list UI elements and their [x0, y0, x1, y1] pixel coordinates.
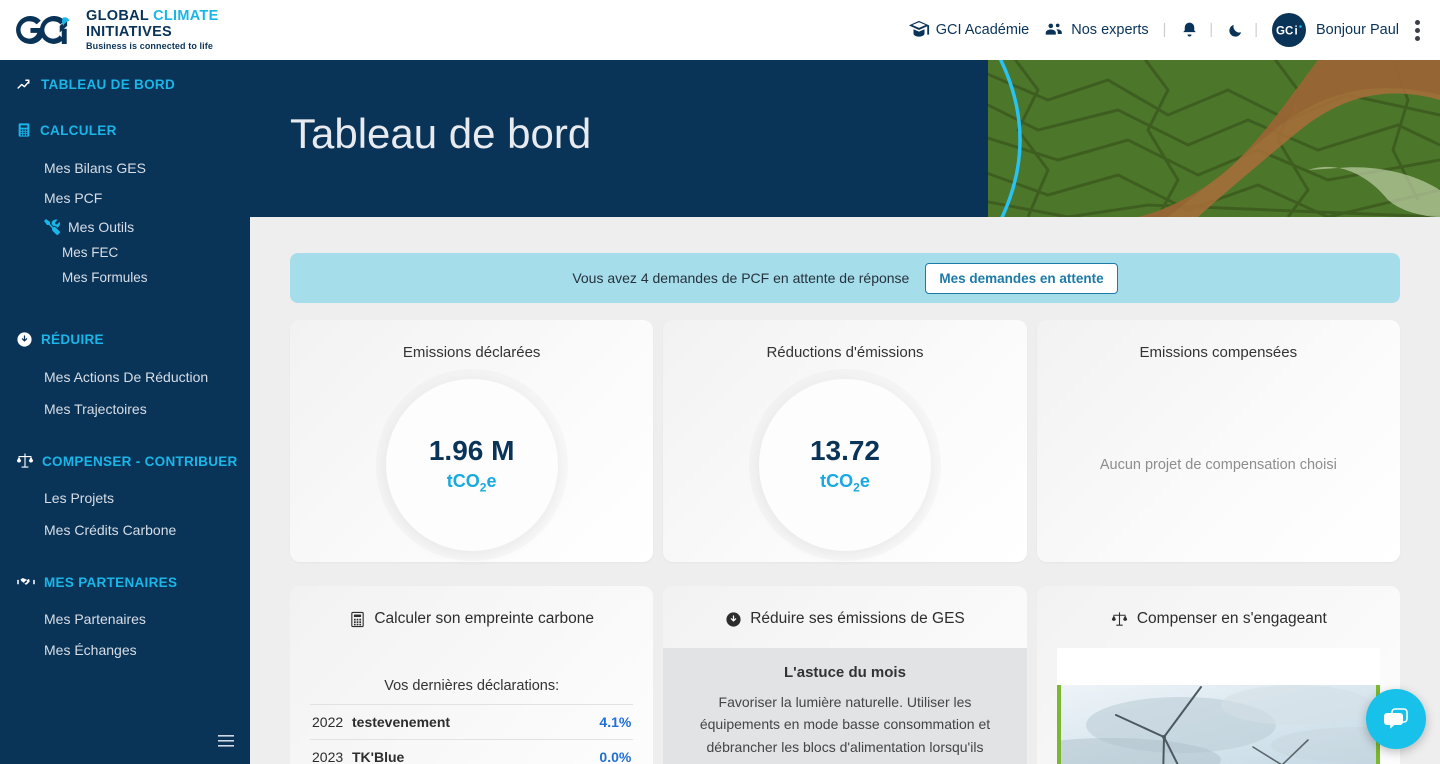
svg-text:GC: GC — [1276, 25, 1293, 37]
svg-text:i: i — [1294, 25, 1297, 37]
